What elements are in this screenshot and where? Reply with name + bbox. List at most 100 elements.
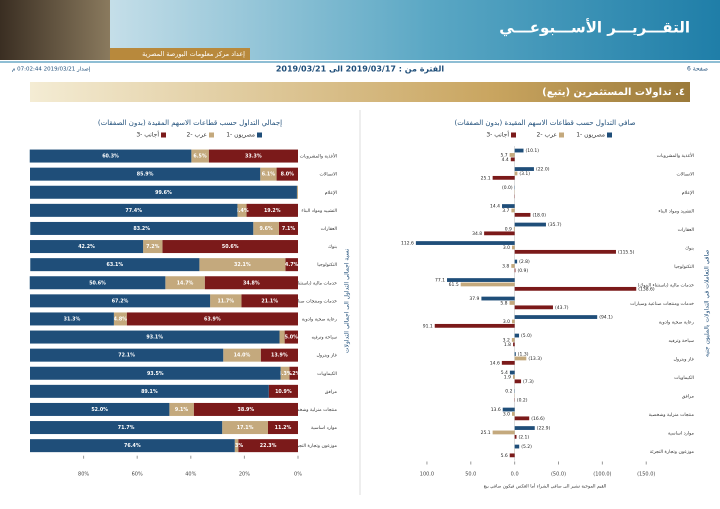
bar: [514, 222, 546, 227]
bar: [510, 157, 515, 162]
section-title: ٤. تداولات المستثمرين (يتبع): [542, 87, 685, 98]
category-label: خدمات مالية (باستثناء البنوك): [281, 280, 338, 286]
value-label: 60.3%: [102, 154, 119, 160]
category-label: مرافق: [682, 394, 695, 399]
category-label: خدمات مالية (باستثناء البنوك): [638, 282, 695, 288]
bar-segment: [30, 185, 297, 199]
bar-segment: [278, 221, 298, 235]
legend-swatch: [257, 132, 262, 138]
value-label: 0.2: [505, 389, 512, 395]
bar: [512, 319, 515, 324]
value-label: 0: [296, 190, 300, 196]
category-label: الكيماويات: [674, 375, 694, 381]
bar: [514, 315, 598, 319]
bar: [502, 204, 515, 208]
bar-segment: [237, 203, 247, 217]
category-label: الاتصالات: [319, 173, 337, 178]
value-label: 5.7: [500, 152, 507, 158]
bar-segment: [280, 366, 290, 380]
value-label: 5.4: [501, 370, 508, 376]
bar-segment: [30, 421, 223, 435]
bar-segment: [289, 366, 298, 380]
bar-segment: [30, 384, 269, 398]
value-label: 93.5%: [147, 371, 164, 377]
bar: [514, 434, 517, 439]
bar: [514, 444, 520, 449]
category-label: الإعلام: [682, 191, 694, 196]
bar-segment: [165, 276, 205, 290]
bar-segment: [246, 203, 298, 217]
bar: [501, 360, 515, 365]
category-label: موارد اساسية: [311, 426, 338, 431]
legend-label: عرب -2: [187, 132, 207, 139]
value-label: 10.9%: [275, 389, 292, 395]
value-label: 1.3%: [230, 443, 243, 449]
x-tick-label: 40%: [185, 472, 196, 478]
value-label: 3.0: [503, 319, 510, 325]
bar-segment: [268, 384, 298, 398]
value-label: 4.4: [502, 157, 509, 163]
chart-title: إجمالي التداول حسب قطاعات الاسهم المقيدة…: [98, 119, 282, 127]
value-label: 7.2%: [146, 244, 159, 250]
category-label: غاز وبترول: [674, 357, 695, 362]
category-label: خدمات ومنتجات صناعية وسيارات: [630, 302, 694, 307]
bar: [514, 249, 616, 254]
category-label: موزعون وتجارة التجزئة: [293, 444, 338, 449]
value-label: (5.2): [521, 444, 532, 450]
bar: [415, 241, 515, 245]
bar-segment: [169, 402, 194, 416]
section-bar: [30, 82, 690, 102]
bar-segment: [30, 167, 261, 181]
legend-label: أجانب -3: [486, 131, 509, 139]
bar-segment: [30, 330, 280, 344]
value-label: 33.3%: [245, 154, 262, 160]
value-label: 1.9: [504, 374, 511, 380]
value-label: 42.2%: [78, 244, 95, 250]
period: الفترة من : 2019/03/17 الى 2019/03/21: [276, 65, 445, 74]
value-label: 77.1: [435, 278, 445, 284]
value-label: (2.8): [519, 259, 530, 265]
value-label: 5.8: [500, 300, 507, 306]
legend-swatch: [161, 132, 166, 138]
bar-segment: [199, 258, 286, 272]
category-label: منتجات منزلية وشخصية: [292, 408, 338, 413]
value-label: 112.6: [401, 241, 414, 247]
value-label: 67.2%: [112, 298, 129, 304]
category-label: منتجات منزلية وشخصية: [649, 413, 695, 418]
bar-segment: [30, 439, 235, 453]
x-tick-label: 0%: [294, 472, 302, 478]
value-label: 3.7: [502, 208, 509, 214]
value-label: 11.7%: [217, 298, 234, 304]
value-label: 85.9%: [137, 172, 154, 178]
value-label: (18.0): [532, 212, 546, 218]
value-label: (16.6): [531, 416, 545, 422]
x-tick-label: 50.0: [465, 472, 476, 478]
bar: [514, 167, 534, 171]
bar: [513, 227, 515, 231]
value-label: 38.9%: [238, 407, 255, 413]
bar-segment: [113, 312, 127, 326]
value-label: 76.4%: [124, 443, 141, 449]
category-label: العقارات: [678, 228, 694, 233]
bar-segment: [193, 402, 298, 416]
report-title: التقـــريـــر الأســـبوعـــي: [499, 19, 690, 37]
bar-segment: [279, 330, 285, 344]
bar: [514, 379, 522, 384]
bar: [512, 245, 515, 250]
value-label: 4.7%: [285, 262, 298, 268]
bar-segment: [30, 312, 114, 326]
value-label: 6.1%: [262, 172, 275, 178]
bar: [511, 338, 515, 342]
value-label: 5.0%: [285, 335, 298, 341]
category-label: سياحة وترفيه: [312, 336, 338, 341]
value-label: 25.1: [481, 175, 491, 181]
value-label: 99.6%: [155, 190, 172, 196]
value-label: 14.0%: [234, 353, 251, 359]
bar-segment: [253, 221, 279, 235]
bar-segment: [126, 312, 298, 326]
bar: [513, 342, 515, 347]
x-tick-label: 60%: [132, 472, 143, 478]
banner-photo: [0, 0, 110, 60]
bar-segment: [204, 276, 298, 290]
bar-segment: [222, 421, 268, 435]
